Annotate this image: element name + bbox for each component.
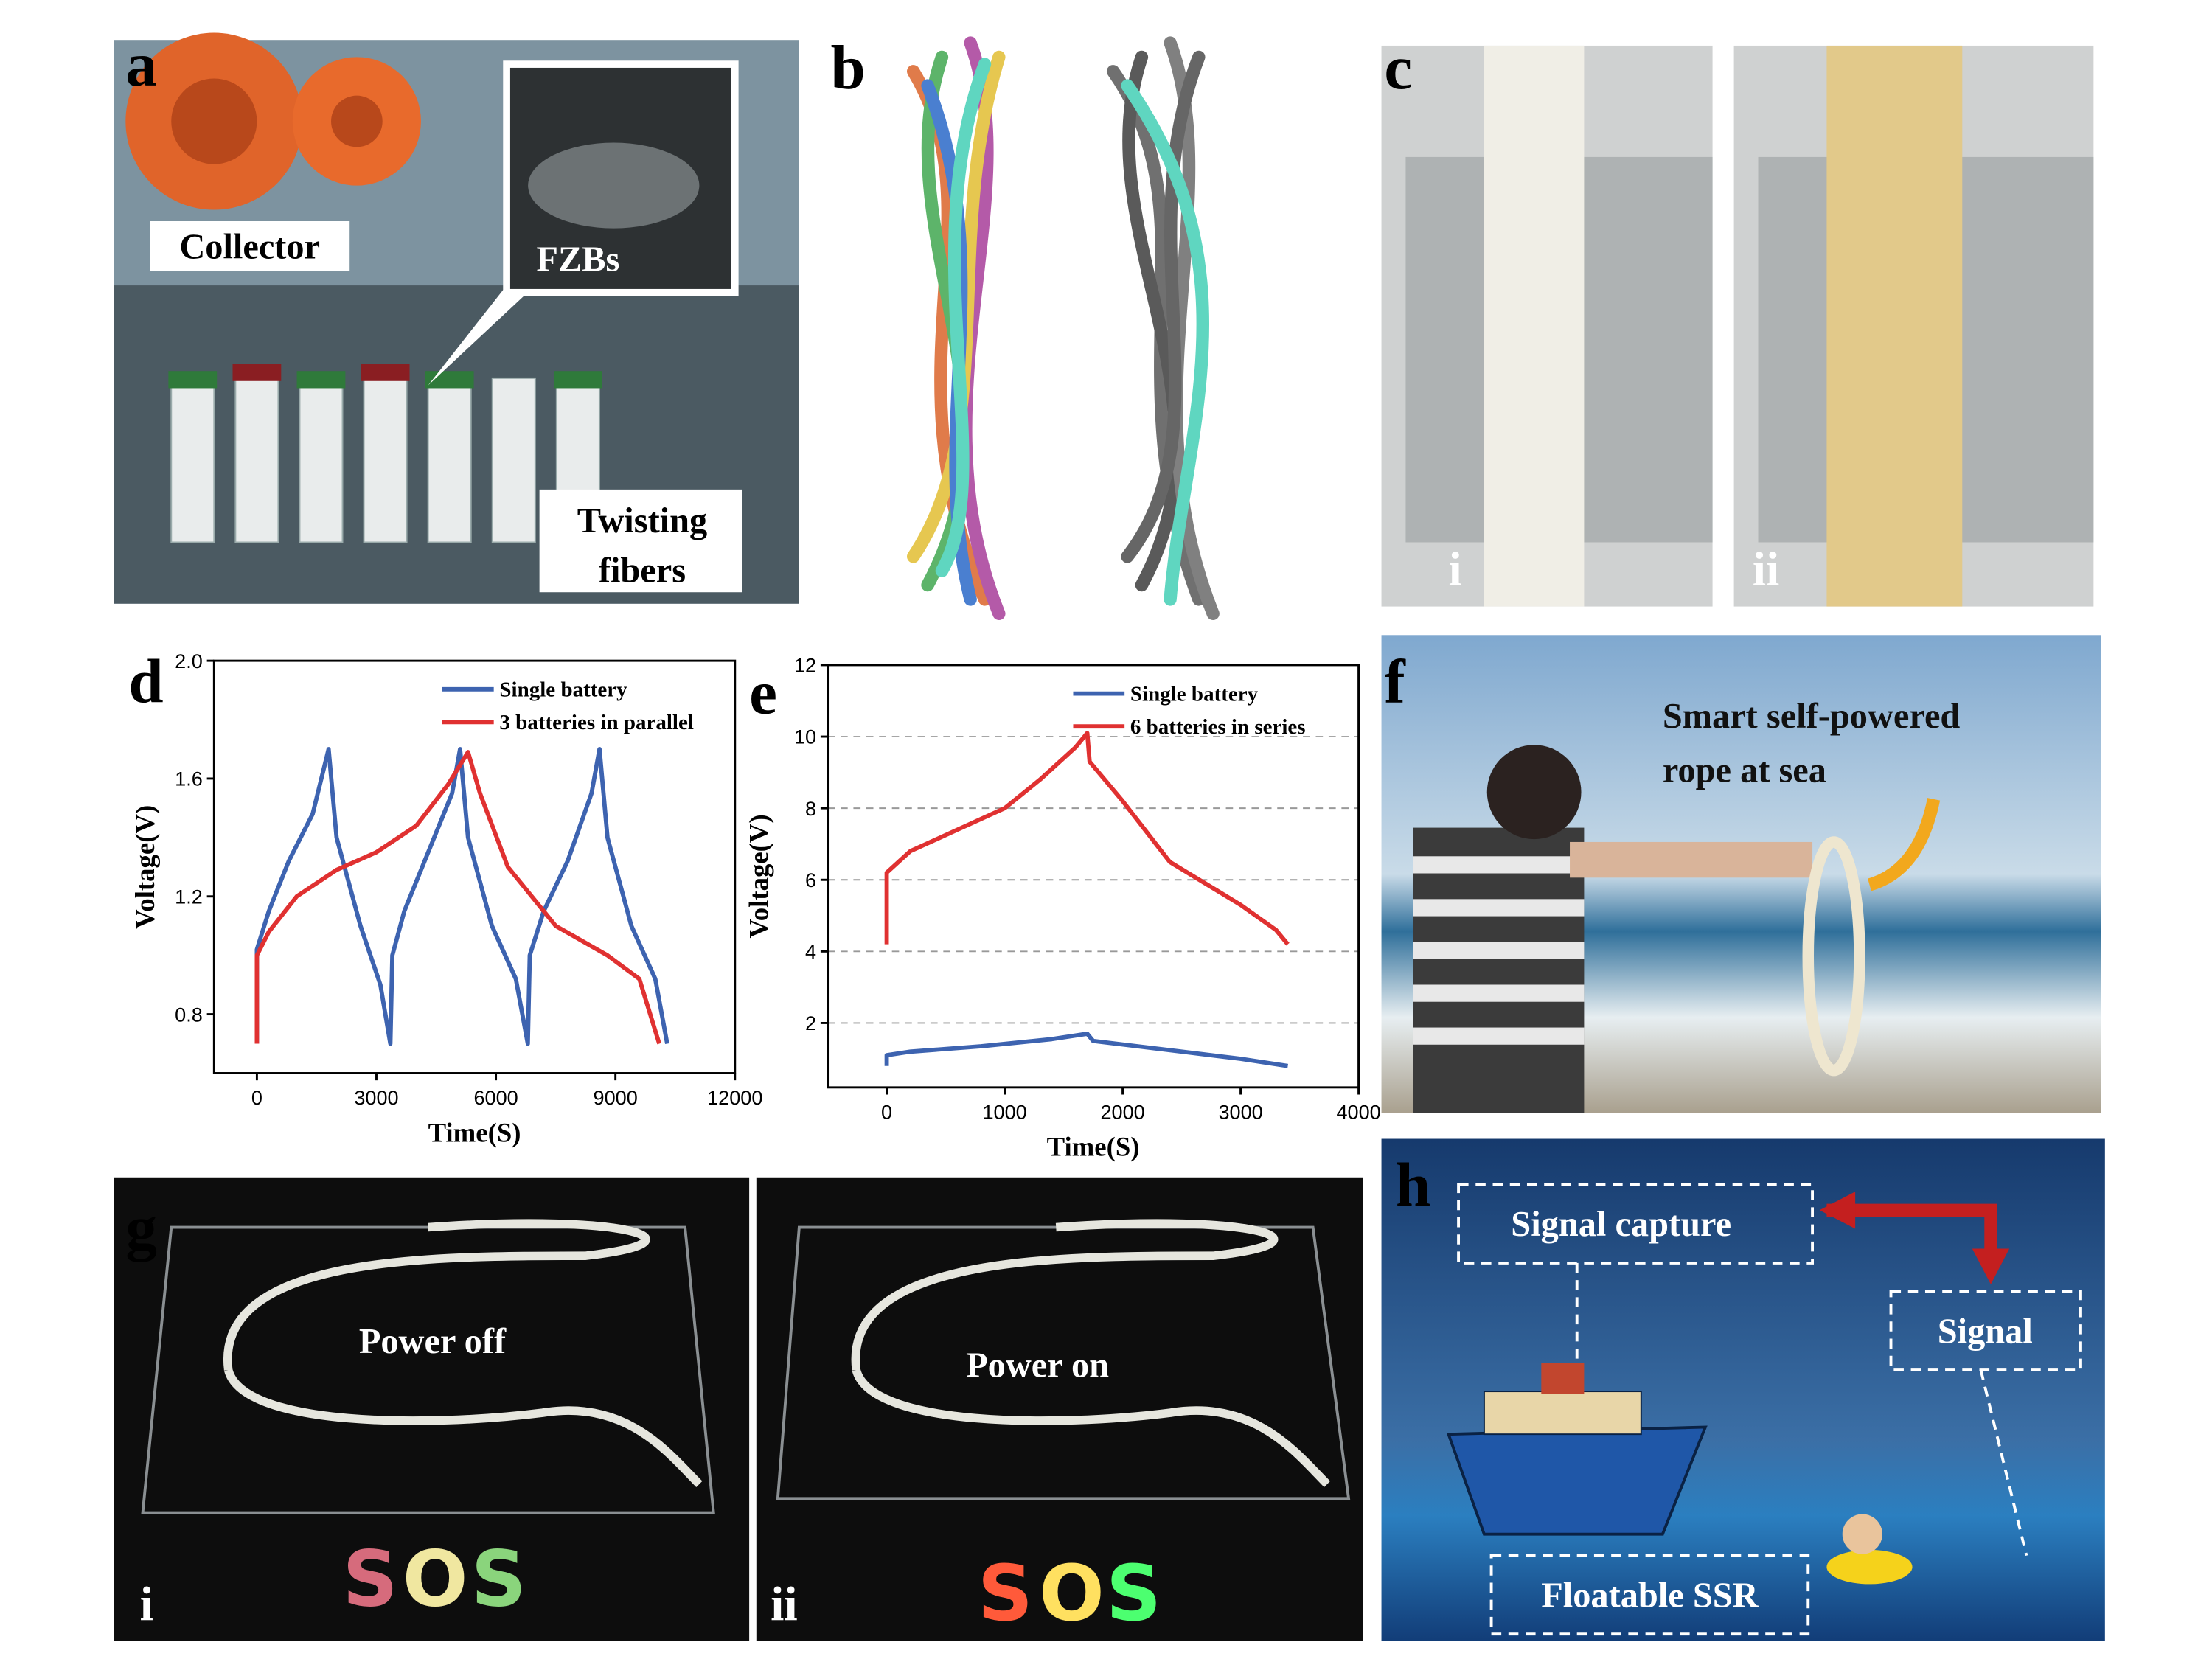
x-tick-label: 2000 (1100, 1100, 1144, 1123)
x-tick-label: 0 (251, 1086, 262, 1109)
sign-letter: S (343, 1534, 398, 1624)
panel-label: b (830, 33, 865, 102)
annotation: Smart self-powered (1663, 697, 1961, 736)
data-line (884, 1032, 1289, 1068)
x-tick-label: 3000 (354, 1086, 398, 1109)
photo-g (114, 1177, 1363, 1641)
y-tick-label: 10 (794, 726, 816, 748)
legend-label: 3 batteries in parallel (499, 711, 694, 734)
sign-letter: S (1106, 1548, 1161, 1638)
y-tick-label: 1.2 (175, 885, 203, 908)
annotation: fibers (599, 552, 686, 591)
illustration-h (1381, 1138, 2105, 1641)
sign-letter: S (471, 1534, 526, 1624)
legend-label: 6 batteries in series (1130, 715, 1306, 739)
annotation: Collector (179, 227, 320, 266)
data-line (254, 750, 661, 1045)
annotation: Signal (1938, 1312, 2033, 1351)
y-axis-label: Voltage(V) (130, 805, 160, 929)
plot-frame (212, 659, 737, 1074)
photo-f (1381, 635, 2101, 1113)
plot-frame (827, 664, 1360, 1089)
x-tick-label: 12000 (707, 1086, 762, 1109)
photo-a (114, 32, 799, 604)
sign-letter: O (403, 1534, 468, 1624)
x-tick-label: 3000 (1218, 1100, 1262, 1123)
annotation: Twisting (577, 501, 708, 540)
subpanel-label: i (1449, 543, 1462, 597)
panel-label: f (1384, 647, 1406, 716)
subpanel-label: i (140, 1577, 153, 1631)
y-tick-label: 0.8 (175, 1003, 203, 1026)
annotation: Signal capture (1511, 1205, 1731, 1244)
annotation: Power off (359, 1322, 507, 1361)
y-tick-label: 6 (805, 869, 816, 891)
annotation: rope at sea (1663, 751, 1826, 790)
y-tick-label: 12 (794, 654, 816, 677)
subpanel-label: ii (771, 1577, 798, 1631)
rope-drawing (907, 36, 1220, 620)
x-tick-label: 9000 (594, 1086, 638, 1109)
panel-label: h (1396, 1150, 1430, 1220)
data-line (254, 747, 669, 1046)
photo-c (1381, 45, 2094, 607)
x-axis-label: Time(S) (1047, 1132, 1140, 1162)
x-tick-label: 0 (881, 1100, 892, 1123)
x-tick-label: 1000 (982, 1100, 1026, 1123)
y-tick-label: 8 (805, 797, 816, 820)
panel-label: d (128, 647, 163, 716)
sign-letter: O (1039, 1548, 1105, 1638)
data-line (884, 731, 1290, 946)
y-tick-label: 4 (805, 940, 816, 963)
panel-label: g (125, 1194, 157, 1263)
panel-label: c (1384, 33, 1412, 102)
y-axis-label: Voltage(V) (743, 814, 773, 938)
y-tick-label: 2 (805, 1012, 816, 1034)
x-axis-label: Time(S) (428, 1117, 521, 1147)
legend-label: Single battery (499, 678, 627, 702)
annotation: Floatable SSR (1541, 1576, 1759, 1615)
annotation: Power on (966, 1346, 1109, 1385)
annotation: FZBs (536, 240, 619, 279)
legend-label: Single battery (1130, 682, 1259, 706)
sign-letter: S (978, 1548, 1033, 1638)
panel-label: e (749, 658, 777, 728)
x-tick-label: 6000 (473, 1086, 518, 1109)
subpanel-label: ii (1753, 543, 1780, 597)
y-tick-label: 1.6 (175, 768, 203, 790)
y-tick-label: 2.0 (175, 650, 203, 672)
x-tick-label: 4000 (1336, 1100, 1380, 1123)
panel-label: a (125, 30, 157, 100)
